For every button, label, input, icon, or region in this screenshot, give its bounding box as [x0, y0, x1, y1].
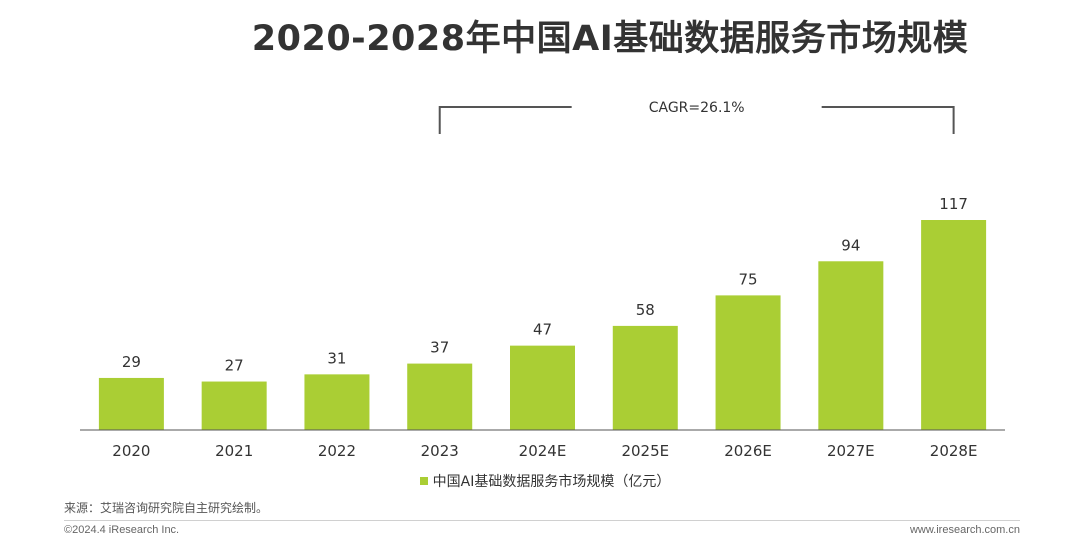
bars-group: 29 27 31 37 47 58 75 94 117	[98, 195, 987, 430]
x-tick-2027E: 2027E	[827, 442, 875, 460]
x-tick-2025E: 2025E	[621, 442, 669, 460]
footer-divider	[64, 520, 1020, 521]
bar-2026E	[715, 295, 781, 430]
value-label-2028E: 117	[939, 195, 968, 213]
x-tick-2028E: 2028E	[930, 442, 978, 460]
legend: 中国AI基础数据服务市场规模（亿元）	[0, 471, 1080, 491]
cagr-label: CAGR=26.1%	[649, 100, 745, 116]
source-note: 来源：艾瑞咨询研究院自主研究绘制。	[64, 501, 269, 515]
x-tick-2022: 2022	[318, 442, 356, 460]
cagr-bracket-left	[438, 106, 572, 134]
x-tick-2024E: 2024E	[519, 442, 567, 460]
x-tick-2023: 2023	[421, 442, 459, 460]
cagr-bracket-right	[821, 106, 955, 134]
x-tick-2021: 2021	[215, 442, 253, 460]
cagr-bracket: CAGR=26.1%	[438, 100, 955, 134]
value-label-2021: 27	[225, 357, 244, 375]
value-label-2025E: 58	[636, 301, 655, 319]
bar-2027E	[818, 261, 884, 430]
bar-2021	[201, 381, 267, 430]
bar-2028E	[921, 220, 987, 430]
value-label-2024E: 47	[533, 321, 552, 339]
bar-2020	[98, 377, 164, 430]
legend-label: 中国AI基础数据服务市场规模（亿元）	[432, 474, 671, 490]
bar-2022	[304, 374, 370, 430]
x-tick-2020: 2020	[112, 442, 150, 460]
bar-2024E	[510, 345, 575, 430]
bar-2025E	[612, 325, 678, 430]
value-label-2023: 37	[430, 339, 449, 357]
value-label-2027E: 94	[841, 236, 860, 254]
website: www.iresearch.com.cn	[909, 524, 1020, 536]
legend-swatch	[419, 477, 428, 485]
x-tick-labels: 2020 2021 2022 2023 2024E 2025E 2026E 2027E 2028…	[112, 442, 977, 460]
value-label-2020: 29	[122, 353, 141, 371]
bar-2023	[407, 363, 473, 430]
value-label-2022: 31	[327, 349, 346, 367]
copyright: ©2024.4 iResearch Inc.	[64, 524, 180, 536]
value-label-2026E: 75	[739, 270, 758, 288]
chart-title: 2020-2028年中国AI基础数据服务市场规模	[251, 19, 969, 59]
x-tick-2026E: 2026E	[724, 442, 772, 460]
